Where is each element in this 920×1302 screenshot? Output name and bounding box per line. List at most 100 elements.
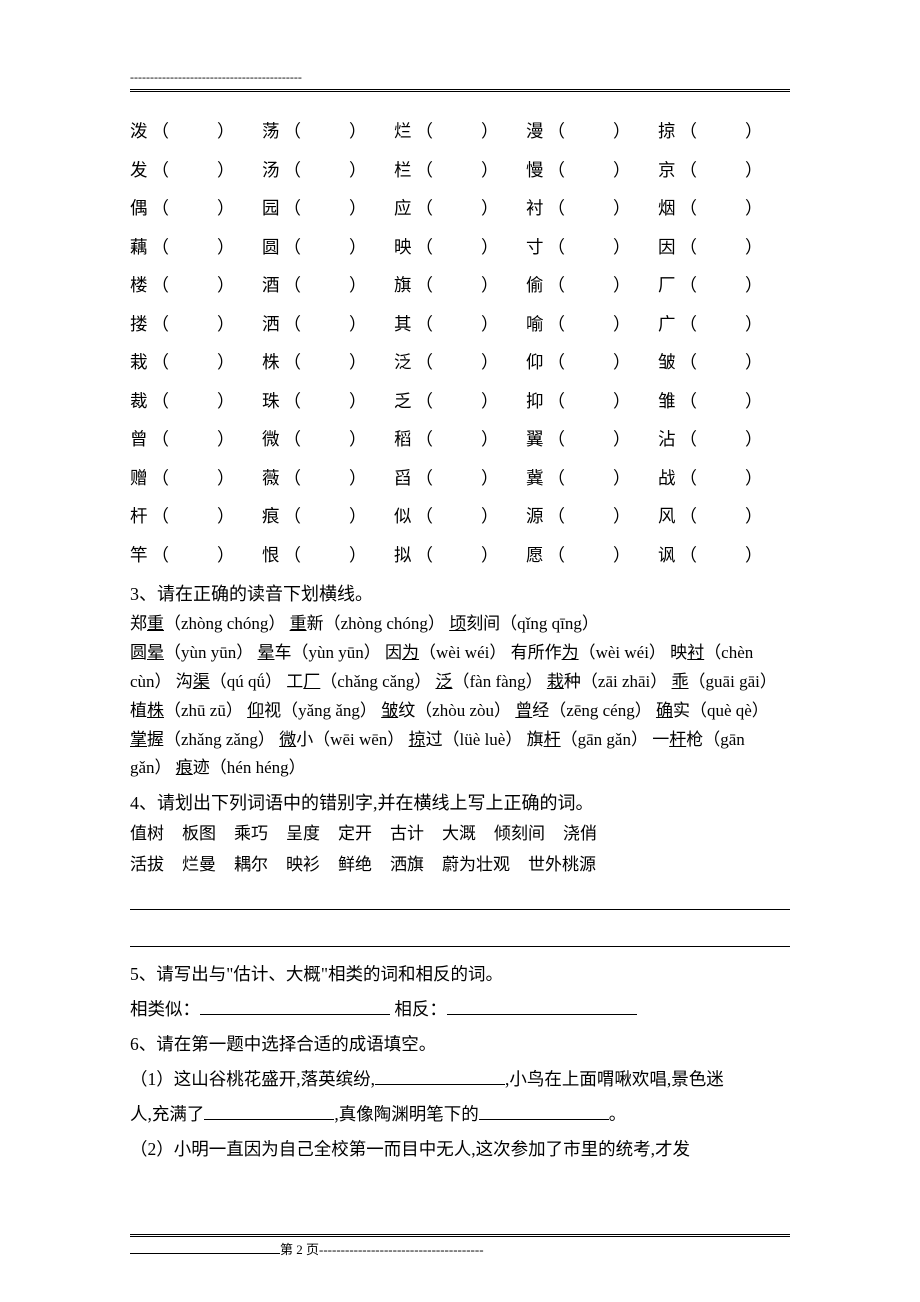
- char-cell: 微（）: [262, 420, 394, 459]
- char-cell: 栏（）: [394, 151, 526, 190]
- word-item: 板图: [182, 824, 216, 843]
- q3-content: 郑重（zhòng chóng） 重新（zhòng chóng） 顷刻间（qǐng…: [130, 610, 790, 783]
- q4-row2: 活拔烂曼耦尔映衫鲜绝洒旗蔚为壮观世外桃源: [130, 850, 790, 881]
- char-cell: 园（）: [262, 189, 394, 228]
- top-dashes: ----------------------------------------…: [130, 70, 790, 85]
- char-cell: 仰（）: [526, 343, 658, 382]
- q6-line3: （2）小明一直因为自己全校第一而目中无人,这次参加了市里的统考,才发: [130, 1132, 790, 1167]
- char-row: 曾（）微（）稻（）翼（）沾（）: [130, 420, 790, 459]
- char-row: 偶（）园（）应（）衬（）烟（）: [130, 189, 790, 228]
- word-item: 倾刻间: [494, 824, 545, 843]
- char-cell: 赠（）: [130, 459, 262, 498]
- q4-row1: 值树板图乘巧呈度定开古计大溉倾刻间浇俏: [130, 819, 790, 850]
- q6-text: 人,充满了: [130, 1104, 204, 1124]
- char-cell: 乏（）: [394, 382, 526, 421]
- char-cell: 京（）: [658, 151, 790, 190]
- word-item: 世外桃源: [528, 855, 596, 874]
- word-item: 乘巧: [234, 824, 268, 843]
- char-cell: 喻（）: [526, 305, 658, 344]
- char-cell: 漫（）: [526, 112, 658, 151]
- char-cell: 应（）: [394, 189, 526, 228]
- char-row: 搂（）洒（）其（）喻（）广（）: [130, 305, 790, 344]
- char-cell: 烟（）: [658, 189, 790, 228]
- word-item: 浇俏: [563, 824, 597, 843]
- char-cell: 薇（）: [262, 459, 394, 498]
- document-page: ----------------------------------------…: [0, 0, 920, 1302]
- q6-title: 6、请在第一题中选择合适的成语填空。: [130, 1027, 790, 1062]
- q6-text: ,小鸟在上面喟啾欢唱,景色迷: [505, 1069, 724, 1089]
- char-cell: 抑（）: [526, 382, 658, 421]
- char-cell: 衬（）: [526, 189, 658, 228]
- char-cell: 皱（）: [658, 343, 790, 382]
- char-cell: 因（）: [658, 228, 790, 267]
- q5-blank-opposite: [447, 996, 637, 1015]
- q5-title: 5、请写出与"估计、大概"相类的词和相反的词。: [130, 957, 790, 992]
- char-row: 竿（）恨（）拟（）愿（）讽（）: [130, 536, 790, 575]
- char-row: 藕（）圆（）映（）寸（）因（）: [130, 228, 790, 267]
- char-cell: 荡（）: [262, 112, 394, 151]
- char-cell: 洒（）: [262, 305, 394, 344]
- word-item: 洒旗: [390, 855, 424, 874]
- q6-blank-2: [204, 1101, 334, 1120]
- char-cell: 杆（）: [130, 497, 262, 536]
- char-row: 杆（）痕（）似（）源（）风（）: [130, 497, 790, 536]
- q6-blank-1: [375, 1066, 505, 1085]
- char-row: 发（）汤（）栏（）慢（）京（）: [130, 151, 790, 190]
- footer-rule: 第 2 页-----------------------------------…: [130, 1234, 790, 1258]
- char-row: 楼（）酒（）旗（）偷（）厂（）: [130, 266, 790, 305]
- char-cell: 泼（）: [130, 112, 262, 151]
- char-cell: 源（）: [526, 497, 658, 536]
- char-cell: 拟（）: [394, 536, 526, 575]
- char-cell: 风（）: [658, 497, 790, 536]
- char-cell: 泛（）: [394, 343, 526, 382]
- q5-label-similar: 相类似：: [130, 999, 200, 1019]
- q6-blank-3: [479, 1101, 609, 1120]
- q5-label-opposite: 相反：: [394, 999, 447, 1019]
- char-cell: 恨（）: [262, 536, 394, 575]
- character-grid: 泼（）荡（）烂（）漫（）掠（）发（）汤（）栏（）慢（）京（）偶（）园（）应（）衬…: [130, 112, 790, 574]
- char-cell: 酒（）: [262, 266, 394, 305]
- q6-text: 。: [609, 1104, 627, 1124]
- char-cell: 战（）: [658, 459, 790, 498]
- char-cell: 发（）: [130, 151, 262, 190]
- char-cell: 偷（）: [526, 266, 658, 305]
- char-cell: 圆（）: [262, 228, 394, 267]
- page-footer: 第 2 页-----------------------------------…: [130, 1234, 790, 1258]
- char-cell: 似（）: [394, 497, 526, 536]
- char-cell: 藕（）: [130, 228, 262, 267]
- char-cell: 掠（）: [658, 112, 790, 151]
- q4-blank-line-2: [130, 924, 790, 947]
- char-cell: 痕（）: [262, 497, 394, 536]
- char-cell: 偶（）: [130, 189, 262, 228]
- q4-title: 4、请划出下列词语中的错别字,并在横线上写上正确的词。: [130, 789, 790, 815]
- word-item: 耦尔: [234, 855, 268, 874]
- q6-text: ,真像陶渊明笔下的: [334, 1104, 478, 1124]
- word-item: 蔚为壮观: [442, 855, 510, 874]
- char-cell: 烂（）: [394, 112, 526, 151]
- char-row: 泼（）荡（）烂（）漫（）掠（）: [130, 112, 790, 151]
- char-cell: 翼（）: [526, 420, 658, 459]
- char-cell: 珠（）: [262, 382, 394, 421]
- char-cell: 裁（）: [130, 382, 262, 421]
- char-row: 赠（）薇（）舀（）冀（）战（）: [130, 459, 790, 498]
- word-item: 值树: [130, 824, 164, 843]
- char-cell: 栽（）: [130, 343, 262, 382]
- char-cell: 雏（）: [658, 382, 790, 421]
- char-cell: 汤（）: [262, 151, 394, 190]
- char-cell: 搂（）: [130, 305, 262, 344]
- word-item: 大溉: [442, 824, 476, 843]
- word-item: 定开: [338, 824, 372, 843]
- char-row: 裁（）珠（）乏（）抑（）雏（）: [130, 382, 790, 421]
- word-item: 映衫: [286, 855, 320, 874]
- char-cell: 沾（）: [658, 420, 790, 459]
- char-cell: 曾（）: [130, 420, 262, 459]
- word-item: 古计: [390, 824, 424, 843]
- char-cell: 愿（）: [526, 536, 658, 575]
- char-cell: 映（）: [394, 228, 526, 267]
- q6-text: （1）这山谷桃花盛开,落英缤纷,: [130, 1069, 375, 1089]
- word-item: 活拔: [130, 855, 164, 874]
- char-cell: 寸（）: [526, 228, 658, 267]
- char-cell: 讽（）: [658, 536, 790, 575]
- q3-title: 3、请在正确的读音下划横线。: [130, 580, 790, 606]
- char-row: 栽（）株（）泛（）仰（）皱（）: [130, 343, 790, 382]
